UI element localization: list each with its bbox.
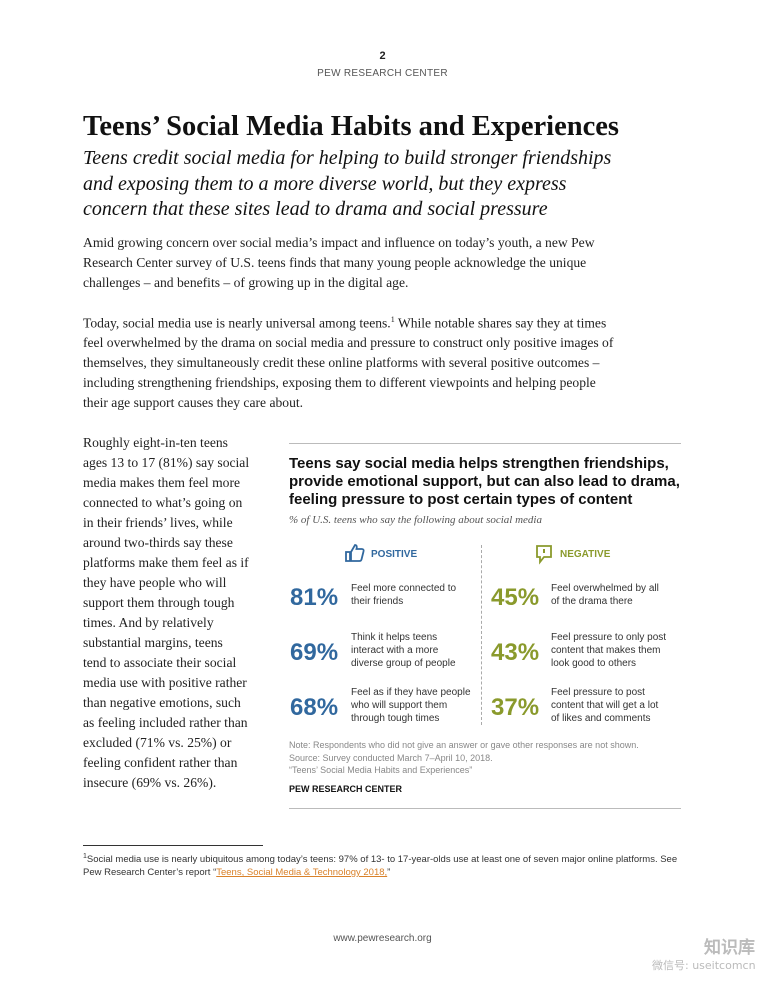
sidebar-line: ages 13 to 17 (81%) say social xyxy=(83,455,250,470)
note-line: Source: Survey conducted March 7–April 1… xyxy=(289,752,493,763)
sidebar-line: around two-thirds say these xyxy=(83,535,233,550)
text: Social media use is nearly ubiquitous am… xyxy=(86,854,678,866)
divider xyxy=(481,545,482,725)
subtitle-line: concern that these sites lead to drama a… xyxy=(83,198,548,220)
footnote-link[interactable]: Teens, Social Media & Technology 2018, xyxy=(216,867,388,878)
item-line: Feel overwhelmed by all xyxy=(551,583,659,594)
footnote-marker: 1 xyxy=(83,853,87,860)
item-line: Feel as if they have people xyxy=(351,686,471,698)
body-line: challenges – and benefits – of growing u… xyxy=(83,275,409,290)
infographic-title: provide emotional support, but can also … xyxy=(289,473,680,490)
footnote-line: 1Social media use is nearly ubiquitous a… xyxy=(83,853,677,865)
thumbs-up-icon xyxy=(345,544,365,562)
sidebar-line: insecure (69% vs. 26%). xyxy=(83,775,217,790)
item-line: look good to others xyxy=(551,658,637,670)
infographic-subtitle: % of U.S. teens who say the following ab… xyxy=(289,514,542,526)
body-line: Today, social media use is nearly univer… xyxy=(83,316,606,330)
text: ” xyxy=(387,867,391,878)
percent: 37% xyxy=(491,694,540,721)
percent: 68% xyxy=(290,694,339,721)
body-line: themselves, they simultaneously credit t… xyxy=(83,355,600,370)
item-line: Feel pressure to only post xyxy=(551,631,667,643)
percent: 81% xyxy=(290,584,339,611)
body-line: Research Center survey of U.S. teens fin… xyxy=(83,255,587,270)
infographic-title: Teens say social media helps strengthen … xyxy=(289,455,669,472)
rule xyxy=(289,443,681,444)
infographic-title: feeling pressure to post certain types o… xyxy=(289,491,633,508)
body-line: feel overwhelmed by the drama on social … xyxy=(83,335,614,350)
subtitle-line: and exposing them to a more diverse worl… xyxy=(83,172,567,195)
sidebar-line: times. And by relatively xyxy=(83,615,214,630)
sidebar-line: Roughly eight-in-ten teens xyxy=(83,435,228,450)
sidebar-line: media makes them feel more xyxy=(83,475,241,490)
body-line: including strengthening friendships, exp… xyxy=(83,375,596,390)
item-line: content that makes them xyxy=(551,644,661,656)
sidebar-line: as feeling included rather than xyxy=(83,715,248,730)
body-line: their age support causes they care about… xyxy=(83,395,304,410)
sidebar-line: substantial margins, teens xyxy=(83,635,223,650)
sidebar-line: in their friends’ lives, while xyxy=(83,515,233,530)
sidebar-line: connected to what’s going on xyxy=(83,495,243,510)
text: Pew Research Center’s report “ xyxy=(83,867,217,878)
percent: 43% xyxy=(491,639,540,666)
sidebar-line: excluded (71% vs. 25%) or xyxy=(83,735,232,750)
title: Teens’ Social Media Habits and Experienc… xyxy=(83,111,619,142)
sidebar-line: support them through tough xyxy=(83,595,235,610)
note-line: “Teens’ Social Media Habits and Experien… xyxy=(289,765,473,775)
item-line: content that will get a lot xyxy=(551,699,659,711)
text: Today, social media use is nearly univer… xyxy=(83,315,391,331)
percent: 45% xyxy=(491,584,540,611)
item-line: diverse group of people xyxy=(351,658,456,670)
sidebar-line: platforms make them feel as if xyxy=(83,555,249,570)
rule xyxy=(289,808,681,809)
footnote-line: Pew Research Center’s report “Teens, Soc… xyxy=(83,867,390,878)
item-line: through tough times xyxy=(351,713,440,725)
item-line: Think it helps teens xyxy=(351,631,438,643)
footnote-ref: 1 xyxy=(390,315,395,324)
sidebar-line: than negative emotions, such xyxy=(83,695,241,710)
sidebar-line: they have people who will xyxy=(83,575,227,590)
watermark-account: 微信号: useitcomcn xyxy=(652,959,756,972)
item-line: their friends xyxy=(351,596,404,608)
subtitle-line: Teens credit social media for helping to… xyxy=(83,147,612,169)
item-line: of the drama there xyxy=(551,596,633,608)
item-line: Feel more connected to xyxy=(351,583,457,594)
percent: 69% xyxy=(290,639,339,666)
header-org: PEW RESEARCH CENTER xyxy=(317,68,448,79)
sidebar-line: tend to associate their social xyxy=(83,655,237,670)
item-line: who will support them xyxy=(351,699,448,711)
footer: www.pewresearch.org xyxy=(333,933,432,944)
item-line: interact with a more xyxy=(351,644,439,656)
page-number: 2 xyxy=(379,50,386,62)
item-line: Feel pressure to post xyxy=(551,686,645,698)
text: While notable shares say they at times xyxy=(394,315,607,331)
positive-label: POSITIVE xyxy=(371,549,418,560)
bubble-icon xyxy=(536,545,552,565)
item-line: of likes and comments xyxy=(551,713,651,725)
footnote-rule xyxy=(83,845,263,846)
source: PEW RESEARCH CENTER xyxy=(289,784,403,794)
note-line: Note: Respondents who did not give an an… xyxy=(289,740,639,750)
negative-label: NEGATIVE xyxy=(560,549,611,560)
body-line: Amid growing concern over social media’s… xyxy=(83,235,595,250)
watermark-logo: 知识库 xyxy=(704,938,755,958)
sidebar-line: feeling confident rather than xyxy=(83,755,238,770)
sidebar-line: media use with positive rather xyxy=(83,675,247,690)
